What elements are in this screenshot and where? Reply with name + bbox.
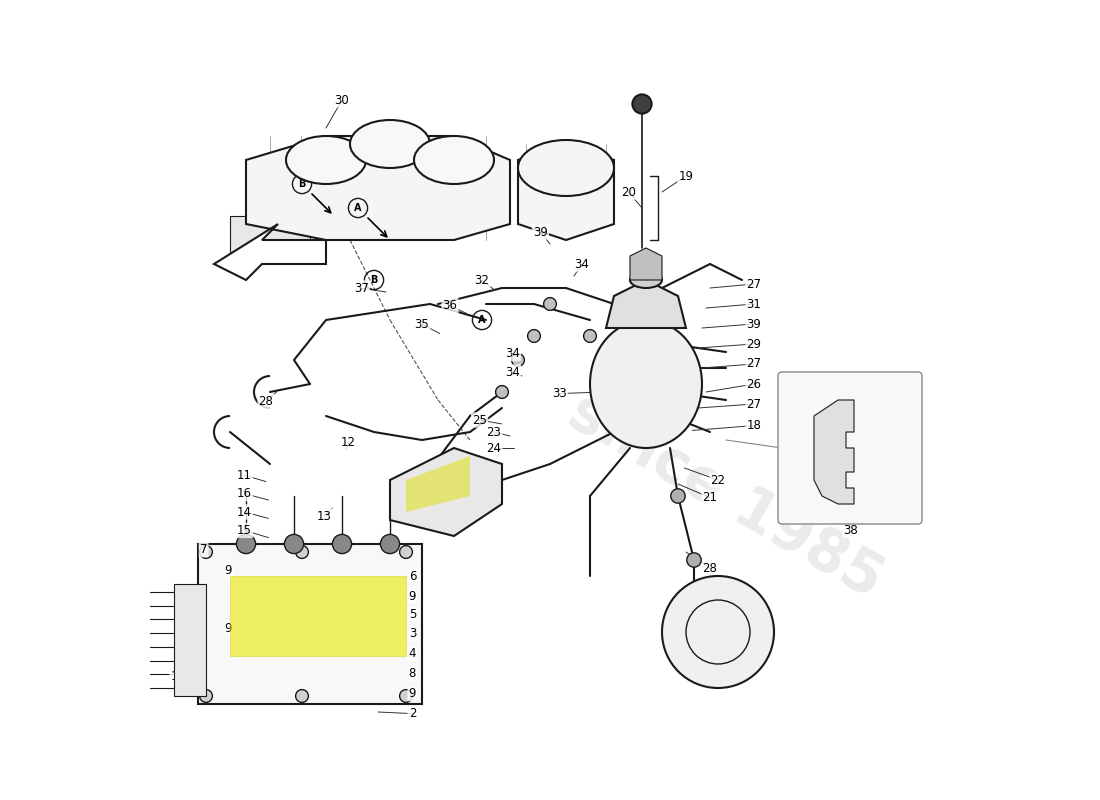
Polygon shape [230, 576, 406, 656]
Text: 34: 34 [505, 366, 520, 378]
Bar [174, 584, 206, 696]
Text: 9: 9 [409, 687, 416, 700]
Circle shape [399, 546, 412, 558]
Text: 5: 5 [409, 608, 416, 621]
Text: 9: 9 [224, 564, 232, 577]
FancyBboxPatch shape [778, 372, 922, 524]
Text: 26: 26 [747, 378, 761, 390]
Text: 10: 10 [170, 670, 186, 682]
Polygon shape [630, 248, 662, 280]
Circle shape [810, 480, 826, 496]
Text: 25: 25 [472, 414, 487, 426]
Text: 11: 11 [236, 469, 252, 482]
Ellipse shape [414, 136, 494, 184]
Text: 29: 29 [747, 338, 761, 350]
Text: 39: 39 [534, 226, 548, 238]
Ellipse shape [662, 576, 774, 688]
Polygon shape [390, 448, 502, 536]
Text: 3: 3 [409, 627, 416, 640]
Text: 7: 7 [200, 543, 207, 556]
Text: 23: 23 [486, 426, 502, 438]
Circle shape [496, 386, 508, 398]
Text: A: A [354, 203, 362, 213]
Circle shape [528, 330, 540, 342]
Text: 21: 21 [703, 491, 717, 504]
Text: 32: 32 [474, 274, 490, 286]
Text: 17: 17 [430, 483, 446, 496]
Polygon shape [246, 136, 510, 240]
Text: 6: 6 [409, 570, 416, 582]
Text: 8: 8 [409, 667, 416, 680]
Text: 36: 36 [442, 299, 458, 312]
Bar [230, 216, 310, 256]
Circle shape [671, 489, 685, 503]
Circle shape [296, 690, 308, 702]
Text: 28: 28 [258, 395, 274, 408]
Bar [198, 544, 422, 704]
Text: 4: 4 [409, 647, 416, 660]
Text: 18: 18 [747, 419, 761, 432]
Polygon shape [518, 144, 614, 240]
Text: A: A [478, 315, 486, 325]
Circle shape [332, 534, 352, 554]
Text: 9: 9 [409, 590, 416, 602]
Text: 30: 30 [334, 94, 350, 106]
Circle shape [296, 546, 308, 558]
Polygon shape [606, 280, 686, 328]
Text: 27: 27 [747, 358, 761, 370]
Circle shape [512, 354, 525, 366]
Text: 13: 13 [317, 510, 332, 522]
Ellipse shape [286, 136, 366, 184]
Text: 20: 20 [621, 186, 636, 198]
Text: 19: 19 [679, 170, 693, 182]
Text: 24: 24 [486, 442, 502, 454]
Ellipse shape [630, 272, 662, 288]
Text: 35: 35 [415, 318, 429, 330]
Polygon shape [814, 400, 854, 504]
Text: B: B [298, 179, 306, 189]
Circle shape [639, 394, 652, 406]
Text: 9: 9 [224, 622, 232, 634]
Text: 15: 15 [236, 524, 252, 537]
Circle shape [381, 534, 399, 554]
Circle shape [399, 690, 412, 702]
Circle shape [199, 690, 212, 702]
Text: 37: 37 [354, 282, 368, 294]
Polygon shape [214, 224, 326, 280]
Circle shape [624, 362, 637, 374]
Text: 34: 34 [574, 258, 590, 270]
Text: 28: 28 [703, 562, 717, 574]
Text: 27: 27 [747, 278, 761, 290]
Text: 2: 2 [409, 707, 416, 720]
Text: 38: 38 [844, 524, 858, 537]
Ellipse shape [590, 320, 702, 448]
Text: 22: 22 [711, 474, 726, 486]
Circle shape [686, 553, 701, 567]
Circle shape [543, 298, 557, 310]
Circle shape [199, 546, 212, 558]
Text: B: B [371, 275, 377, 285]
Text: 33: 33 [552, 387, 567, 400]
Text: 27: 27 [747, 398, 761, 410]
Ellipse shape [518, 140, 614, 196]
Text: 1: 1 [200, 602, 207, 614]
Ellipse shape [350, 120, 430, 168]
Text: 16: 16 [236, 487, 252, 500]
Circle shape [632, 94, 651, 114]
Text: 34: 34 [505, 347, 520, 360]
Circle shape [236, 534, 255, 554]
Text: 14: 14 [236, 506, 252, 518]
Text: 39: 39 [747, 318, 761, 330]
Text: 12: 12 [341, 436, 356, 449]
Polygon shape [406, 456, 470, 512]
Text: since 1985: since 1985 [559, 383, 893, 609]
Circle shape [285, 534, 304, 554]
Text: 31: 31 [747, 298, 761, 310]
Circle shape [584, 330, 596, 342]
